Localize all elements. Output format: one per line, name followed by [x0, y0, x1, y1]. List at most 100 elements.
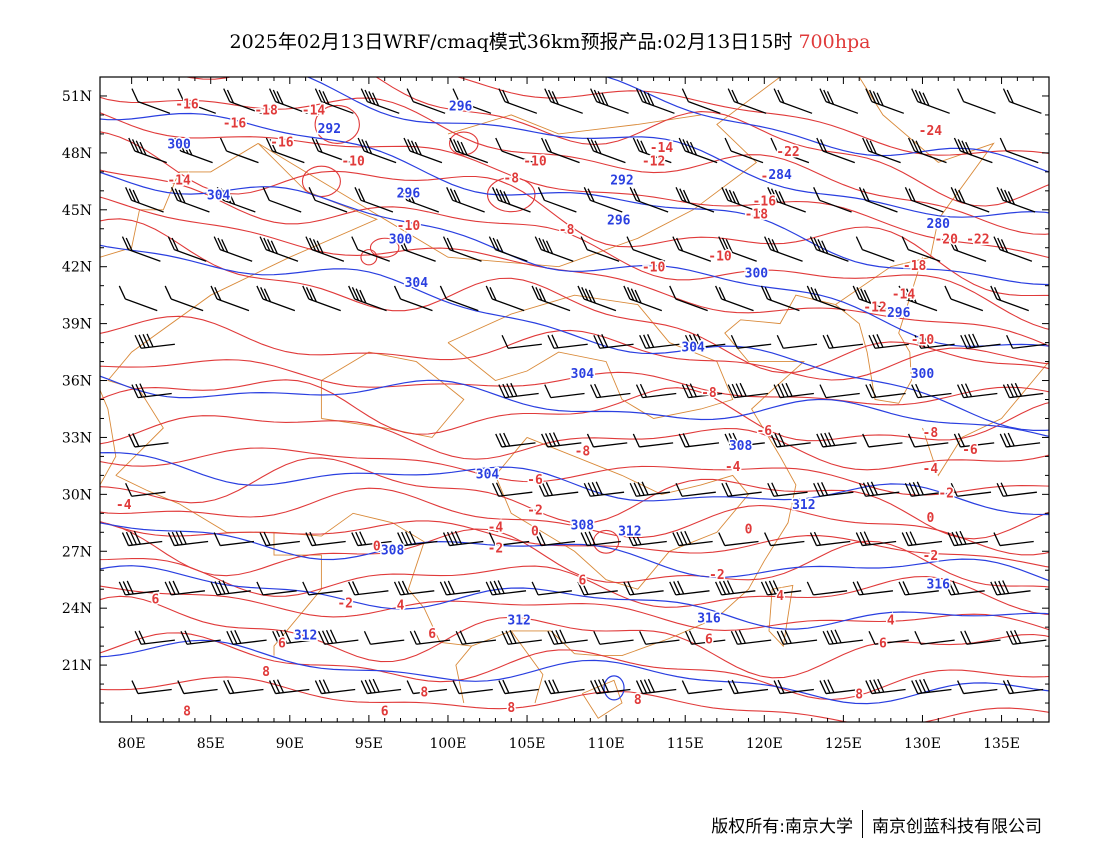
temperature-label: 4 [397, 598, 405, 613]
height-contour-line [306, 77, 1049, 218]
wind-barb [495, 540, 530, 547]
wind-barb-feather [777, 383, 785, 398]
temperature-label: -14 [167, 173, 191, 188]
wind-barb [773, 491, 808, 497]
temperature-contour-loop [301, 165, 341, 198]
wind-barb-feather [360, 680, 368, 694]
wind-barb-feather [953, 137, 962, 152]
wind-barb-feather [502, 679, 510, 694]
wind-barb-feather [179, 530, 187, 545]
wind-barb [917, 101, 950, 114]
wind-barb-feather [907, 433, 916, 448]
temperature-contour-line [100, 131, 1049, 297]
y-tick-label: 27N [62, 544, 92, 560]
wind-barb [917, 688, 952, 695]
wind-barb-feather [922, 334, 930, 348]
height-contour-line [100, 171, 1049, 347]
wind-barb-feather [813, 187, 821, 201]
wind-barb-feather [715, 285, 723, 300]
wind-barb [1009, 688, 1044, 695]
wind-barb-feather [993, 532, 1001, 546]
wind-barb-feather [266, 239, 275, 253]
wind-barb [1012, 639, 1047, 645]
wind-barb-feather [773, 680, 781, 694]
wind-barb-feather [904, 187, 912, 201]
wind-barb-feather [329, 629, 338, 644]
wind-barb [859, 590, 894, 596]
wind-barb-feather [503, 432, 511, 447]
wind-barb [216, 298, 250, 312]
wind-barb-feather [960, 383, 969, 398]
wind-barb-feather [541, 137, 549, 152]
height-label: 312 [618, 524, 641, 539]
wind-barb-feather [452, 680, 460, 694]
temperature-label: -18 [254, 103, 278, 118]
wind-barb [265, 249, 299, 262]
wind-barb-feather [134, 335, 142, 349]
wind-barb [822, 442, 857, 448]
wind-barb [629, 590, 664, 596]
wind-barb-feather [410, 140, 419, 155]
wind-barb [904, 590, 939, 596]
wind-barb-feather [830, 629, 838, 644]
height-label: 296 [607, 213, 631, 228]
wind-barb-feather [1003, 433, 1011, 447]
wind-barb-feather [498, 384, 506, 398]
temperature-label: 4 [887, 614, 895, 629]
wind-barb-feather [810, 287, 818, 301]
y-tick-label: 36N [62, 374, 92, 390]
wind-barb-feather [580, 532, 588, 546]
temperature-label: -2 [709, 568, 725, 583]
wind-barb-feather [122, 581, 130, 595]
wind-barb [829, 639, 863, 645]
wind-barb [963, 392, 998, 399]
wind-barb-feather [538, 531, 546, 546]
wind-barb-feather [647, 678, 656, 693]
wind-barb [737, 639, 772, 645]
wind-barb-feather [146, 333, 154, 348]
boundary-line [574, 294, 836, 657]
temperature-label: 0 [745, 523, 753, 538]
temperature-label: -8 [575, 445, 591, 460]
wind-barb-feather [669, 285, 677, 300]
wind-barb [996, 298, 1029, 312]
wind-barb-feather [1000, 482, 1008, 497]
wind-barb [409, 150, 443, 164]
wind-barb [455, 150, 489, 164]
temperature-contour-line [100, 415, 1049, 471]
wind-barb-feather [129, 531, 138, 545]
wind-barb-feather [548, 679, 556, 694]
wind-barb [507, 343, 542, 349]
wind-barb [590, 199, 623, 213]
axes: 80E 85E 90E 95E 100E 105E 110E 115E 120E 125E 130E… [62, 77, 1050, 752]
wind-barb-feather [453, 139, 461, 153]
y-tick-label: 24N [62, 601, 92, 617]
wind-barb-feather [813, 237, 821, 252]
wind-barb-feather [357, 137, 365, 152]
y-tick-label: 39N [62, 317, 92, 333]
temperature-label: -6 [756, 424, 772, 439]
wind-barb-feather [960, 335, 968, 349]
wind-barb-feather [1006, 383, 1015, 398]
wind-barb-feather [222, 580, 230, 594]
wind-barb [865, 491, 900, 497]
wind-barb-feather [908, 482, 916, 497]
y-tick-label: 51N [62, 89, 92, 105]
wind-barb-feather [681, 680, 689, 694]
wind-barb-feather [226, 89, 235, 104]
wind-barb-feather [722, 580, 731, 595]
y-tick-label: 30N [62, 487, 92, 503]
wind-barb-feather [269, 139, 277, 153]
wind-barb-feather [636, 139, 644, 153]
wind-barb-feather [305, 236, 313, 250]
wind-barb-feather [672, 236, 680, 250]
wind-barb-feather [263, 531, 271, 546]
wind-barb-feather [1000, 188, 1008, 202]
wind-barb [272, 150, 305, 164]
wind-barb [587, 540, 621, 547]
temperature-label: -2 [923, 549, 939, 564]
wind-barb [908, 540, 943, 547]
wind-barb-feather [400, 187, 408, 201]
wind-barb [770, 249, 803, 262]
wind-barb-feather [551, 630, 559, 645]
